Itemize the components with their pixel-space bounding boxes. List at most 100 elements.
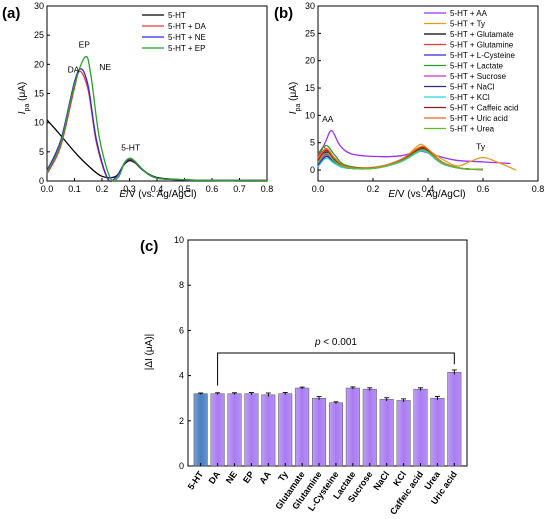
series-line bbox=[46, 68, 267, 182]
series-line bbox=[46, 119, 267, 182]
x-tick-label: 0.5 bbox=[178, 184, 191, 194]
panel-b-label: (b) bbox=[274, 5, 293, 22]
legend-entry: 5-HT + Uric acid bbox=[450, 114, 508, 123]
panel-c-ylabel: |ΔI (μA)| bbox=[144, 334, 155, 371]
peak-annotation: EP bbox=[79, 39, 91, 49]
y-tick-label: 2 bbox=[179, 416, 184, 426]
series-line bbox=[46, 70, 267, 183]
y-tick-label: 6 bbox=[179, 325, 184, 335]
x-tick-label: 0.6 bbox=[206, 184, 219, 194]
y-tick-label: 5 bbox=[310, 138, 315, 148]
bar bbox=[261, 394, 276, 467]
legend-entry: 5-HT + NE bbox=[168, 33, 206, 42]
p-value-annotation: p < 0.001 bbox=[314, 337, 357, 348]
bar bbox=[312, 397, 327, 467]
x-tick-label: 0.8 bbox=[261, 184, 274, 194]
significance-bracket bbox=[217, 352, 455, 386]
legend-entry: 5-HT + AA bbox=[450, 9, 488, 18]
y-tick-label: 25 bbox=[34, 30, 44, 40]
bar bbox=[227, 393, 242, 467]
peak-annotation: Ty bbox=[476, 141, 486, 151]
y-tick-label: 15 bbox=[34, 89, 44, 99]
peak-annotation: NE bbox=[99, 62, 111, 72]
x-tick-label: 0.3 bbox=[123, 184, 136, 194]
bar bbox=[430, 397, 445, 467]
peak-annotation: AA bbox=[322, 114, 334, 124]
x-tick-label: 0.1 bbox=[68, 184, 81, 194]
x-tick-label: 0.2 bbox=[96, 184, 109, 194]
category-label: DA bbox=[207, 469, 223, 486]
legend-entry: 5-HT + L-Cysteine bbox=[450, 51, 516, 60]
x-tick-label: 0.0 bbox=[41, 184, 54, 194]
y-tick-label: 5 bbox=[39, 147, 44, 157]
category-label: NE bbox=[224, 469, 239, 485]
panel-b-ylabel: Ipa (μA) bbox=[288, 82, 302, 114]
y-tick-label: 0 bbox=[179, 461, 184, 471]
category-label: Ty bbox=[276, 469, 290, 483]
y-tick-label: 25 bbox=[305, 28, 315, 38]
x-tick-label: 0.6 bbox=[477, 184, 490, 194]
x-tick-label: 0.8 bbox=[532, 184, 545, 194]
series-line bbox=[46, 55, 267, 182]
plot-frame bbox=[187, 239, 468, 467]
category-label: AA bbox=[257, 469, 273, 486]
y-tick-label: 8 bbox=[179, 280, 184, 290]
legend-entry: 5-HT + Sucrose bbox=[450, 72, 507, 81]
y-tick-label: 20 bbox=[305, 56, 315, 66]
panel-a-ylabel: Ipa (μA) bbox=[17, 82, 31, 114]
y-tick-label: 10 bbox=[34, 118, 44, 128]
y-tick-label: 0 bbox=[39, 176, 44, 186]
legend-entry: 5-HT + EP bbox=[168, 44, 205, 53]
peak-annotation: DA bbox=[68, 65, 80, 75]
series-line bbox=[317, 129, 511, 165]
legend-entry: 5-HT + Urea bbox=[450, 125, 495, 134]
bar bbox=[447, 371, 462, 467]
panel-b: (b) E/V (vs. Ag/AgCl) Ipa (μA) 0.0 0.2 0.4… bbox=[274, 1, 544, 200]
y-tick-label: 10 bbox=[305, 110, 315, 120]
bar bbox=[210, 393, 225, 467]
bar bbox=[278, 393, 293, 467]
category-label: 5-HT bbox=[186, 469, 206, 492]
bar bbox=[379, 399, 394, 467]
legend: 5-HT 5-HT + DA 5-HT + NE 5-HT + EP bbox=[142, 11, 207, 53]
y-tick-label: 4 bbox=[179, 371, 184, 381]
x-tick-label: 0.4 bbox=[151, 184, 164, 194]
legend-entry: 5-HT + Glutamate bbox=[450, 30, 514, 39]
bar bbox=[362, 388, 377, 467]
y-tick-label: 10 bbox=[174, 235, 184, 245]
bar bbox=[413, 388, 428, 467]
legend-entry: 5-HT + Caffeic acid bbox=[450, 104, 518, 113]
plot-frame bbox=[46, 5, 268, 182]
y-tick-label: 0 bbox=[310, 165, 315, 175]
legend-entry: 5-HT + KCl bbox=[450, 93, 490, 102]
legend: 5-HT + AA 5-HT + Ty5-HT + Glutamate 5-HT +… bbox=[424, 9, 518, 134]
category-label: EP bbox=[241, 469, 256, 485]
legend-entry: 5-HT + DA bbox=[168, 22, 207, 31]
legend-entry: 5-HT bbox=[168, 11, 186, 20]
panel-a-xlabel: E/V (vs. Ag/AgCl) bbox=[119, 189, 196, 200]
x-tick-label: 0.0 bbox=[312, 184, 325, 194]
legend-entry: 5-HT + NaCl bbox=[450, 83, 495, 92]
y-tick-label: 30 bbox=[34, 1, 44, 11]
legend-entry: 5-HT + Glutamine bbox=[450, 41, 514, 50]
category-label: NaCl bbox=[371, 469, 391, 492]
y-tick-label: 15 bbox=[305, 83, 315, 93]
legend-entry: 5-HT + Ty bbox=[450, 20, 485, 29]
y-tick-label: 20 bbox=[34, 59, 44, 69]
bar bbox=[193, 393, 208, 467]
peak-annotation: 5-HT bbox=[121, 143, 140, 153]
series-line bbox=[317, 145, 484, 171]
series-line bbox=[317, 148, 484, 171]
panel-a: (a) E/V (vs. Ag/AgCl) Ipa (μA) 0.0 0.1 0.2… bbox=[2, 1, 273, 200]
legend-entry: 5-HT + Lactate bbox=[450, 62, 504, 71]
bar bbox=[396, 400, 411, 467]
bar bbox=[295, 387, 310, 467]
y-tick-label: 30 bbox=[305, 1, 315, 11]
x-tick-label: 0.4 bbox=[422, 184, 435, 194]
x-tick-label: 0.7 bbox=[233, 184, 246, 194]
panel-c-label: (c) bbox=[140, 238, 158, 255]
bar bbox=[328, 402, 343, 467]
bar bbox=[345, 387, 360, 467]
